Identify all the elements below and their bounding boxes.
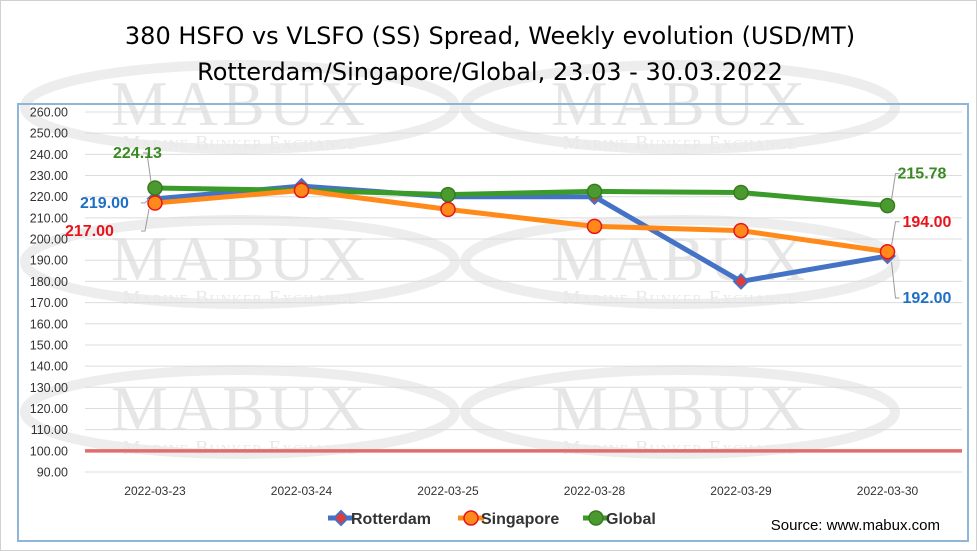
plot-frame bbox=[17, 103, 969, 542]
y-axis-ticks: 90.00 100.00 110.00 120.00 130.00 140.00 150.0… bbox=[30, 106, 68, 480]
data-point bbox=[586, 218, 603, 235]
source-label: Source: www.mabux.com bbox=[771, 517, 940, 534]
x-axis-ticks: 2022-03-23 2022-03-24 2022-03-25 2022-03-28… bbox=[124, 484, 918, 498]
data-label: 217.00 bbox=[65, 208, 150, 240]
watermark-tagline: Marine Bunker Exchange bbox=[563, 287, 798, 309]
y-tick-label: 90.00 bbox=[37, 466, 68, 480]
y-tick-label: 120.00 bbox=[30, 402, 68, 416]
y-tick-label: 250.00 bbox=[30, 127, 68, 141]
chart-title-line1: 380 HSFO vs VLSFO (SS) Spread, Weekly ev… bbox=[125, 22, 855, 50]
data-labels: 224.13 219.00 217.00 215.78 194.00 192.00 bbox=[65, 145, 952, 307]
series-group bbox=[146, 177, 896, 290]
legend-label: Global bbox=[606, 511, 656, 528]
watermark-swoosh bbox=[460, 60, 900, 154]
y-tick-label: 260.00 bbox=[30, 106, 68, 120]
data-point bbox=[733, 222, 749, 239]
watermark-swoosh bbox=[460, 215, 900, 309]
x-tick-label: 2022-03-29 bbox=[710, 484, 772, 498]
chart-title-line2: Rotterdam/Singapore/Global, 23.03 - 30.0… bbox=[197, 58, 783, 86]
data-label: 224.13 bbox=[113, 145, 162, 183]
data-label-text: 224.13 bbox=[113, 145, 162, 162]
data-label-text: 219.00 bbox=[80, 195, 129, 212]
y-tick-label: 190.00 bbox=[30, 254, 68, 268]
leader-line bbox=[143, 152, 152, 183]
leader-line bbox=[891, 261, 900, 299]
data-label: 219.00 bbox=[80, 195, 150, 212]
leader-line bbox=[891, 221, 900, 246]
legend-item-global: Global bbox=[583, 510, 656, 528]
series-line bbox=[154, 185, 888, 209]
y-tick-label: 140.00 bbox=[30, 360, 68, 374]
y-tick-label: 180.00 bbox=[30, 275, 68, 289]
legend-item-rotterdam: Rotterdam bbox=[328, 509, 431, 528]
data-label: 215.78 bbox=[891, 166, 947, 200]
watermark-tagline: Marine Bunker Exchange bbox=[123, 437, 358, 459]
legend-label: Rotterdam bbox=[351, 511, 431, 528]
data-point bbox=[293, 182, 310, 199]
x-tick-label: 2022-03-23 bbox=[124, 484, 186, 498]
y-tick-label: 160.00 bbox=[30, 317, 68, 331]
data-point bbox=[879, 197, 896, 214]
data-point bbox=[147, 180, 163, 196]
y-tick-label: 170.00 bbox=[30, 296, 68, 310]
data-point bbox=[440, 201, 456, 218]
y-tick-label: 100.00 bbox=[30, 444, 68, 458]
data-point bbox=[586, 183, 603, 200]
y-tick-label: 210.00 bbox=[30, 211, 68, 225]
data-point bbox=[732, 272, 750, 290]
y-tick-label: 130.00 bbox=[30, 381, 68, 395]
watermark-tagline: Marine Bunker Exchange bbox=[563, 132, 798, 154]
y-tick-label: 240.00 bbox=[30, 148, 68, 162]
data-label-text: 194.00 bbox=[903, 214, 952, 231]
watermark-swoosh bbox=[20, 365, 460, 459]
data-point bbox=[733, 184, 749, 201]
data-label: 194.00 bbox=[891, 214, 952, 246]
legend: Rotterdam Singapore Global bbox=[328, 509, 656, 528]
watermark-tagline: Marine Bunker Exchange bbox=[563, 437, 798, 459]
watermark-swoosh bbox=[460, 365, 900, 459]
series-line bbox=[154, 187, 888, 255]
y-tick-label: 110.00 bbox=[31, 423, 68, 437]
x-tick-label: 2022-03-24 bbox=[271, 484, 333, 498]
leader-line bbox=[141, 198, 150, 204]
y-tick-label: 220.00 bbox=[30, 190, 68, 204]
data-label-text: 192.00 bbox=[903, 290, 952, 307]
y-tick-label: 150.00 bbox=[30, 338, 68, 352]
legend-label: Singapore bbox=[481, 511, 559, 528]
watermark-tagline: Marine Bunker Exchange bbox=[123, 287, 358, 309]
gridlines bbox=[85, 111, 962, 473]
data-point bbox=[463, 510, 479, 526]
data-label: 192.00 bbox=[891, 261, 952, 307]
leader-line bbox=[891, 173, 900, 200]
data-label-text: 217.00 bbox=[65, 223, 114, 240]
data-point bbox=[588, 510, 604, 526]
data-label-text: 215.78 bbox=[898, 166, 947, 183]
watermark-swoosh bbox=[20, 60, 460, 154]
data-point bbox=[879, 244, 896, 260]
watermark-tagline: Marine Bunker Exchange bbox=[123, 132, 358, 154]
y-tick-label: 200.00 bbox=[30, 233, 68, 247]
legend-item-singapore: Singapore bbox=[458, 510, 559, 528]
x-tick-label: 2022-03-28 bbox=[564, 484, 626, 498]
leader-line bbox=[141, 208, 150, 232]
data-point bbox=[332, 509, 350, 527]
data-point bbox=[440, 186, 456, 203]
data-point bbox=[147, 195, 163, 211]
x-tick-label: 2022-03-30 bbox=[857, 484, 919, 498]
watermark-swoosh bbox=[20, 215, 460, 309]
y-tick-label: 230.00 bbox=[30, 169, 68, 183]
series-singapore bbox=[147, 182, 896, 260]
watermark-brand: MABUX bbox=[111, 223, 369, 294]
x-tick-label: 2022-03-25 bbox=[417, 484, 479, 498]
